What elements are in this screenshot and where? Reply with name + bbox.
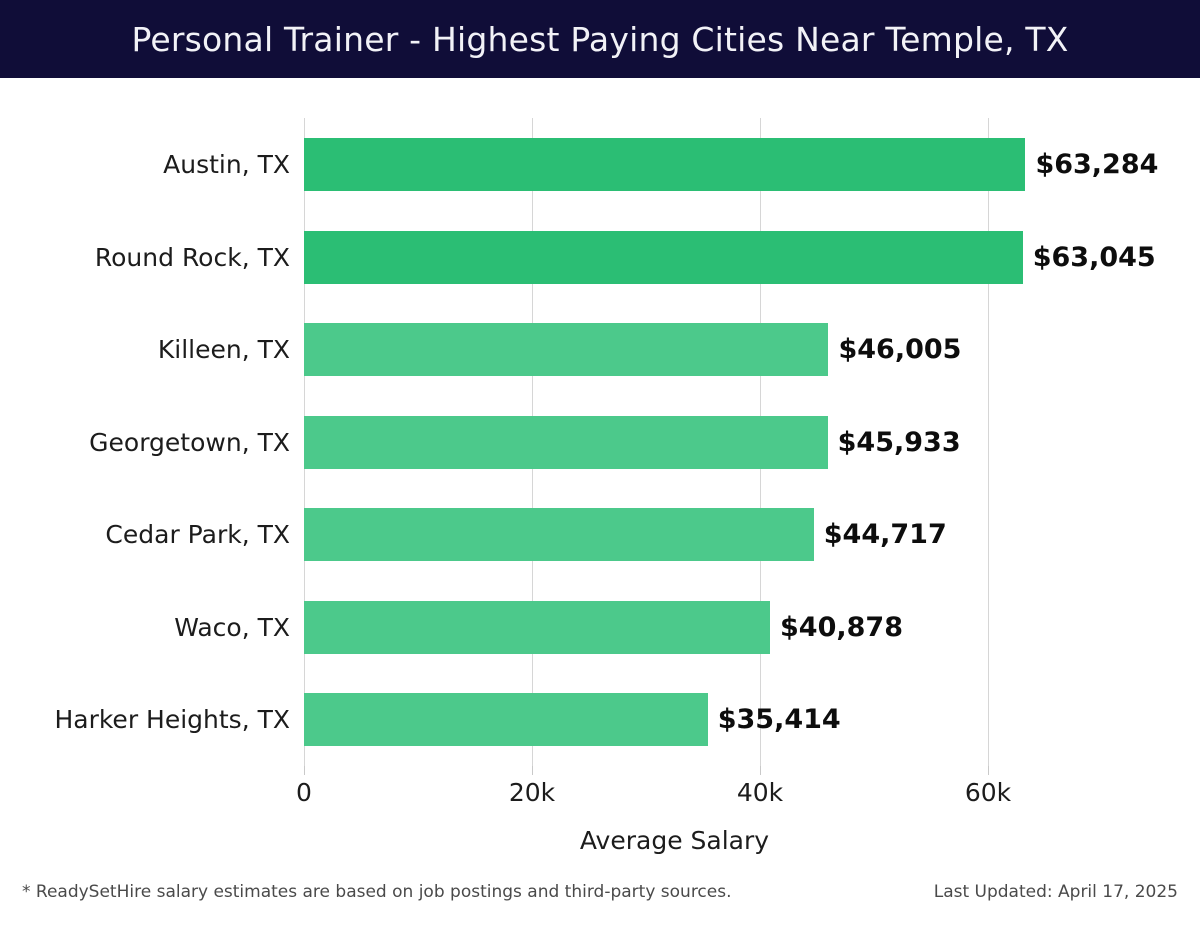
bar-value-label: $63,045 <box>1032 241 1156 273</box>
category-label: Harker Heights, TX <box>54 705 290 735</box>
footer-disclaimer: * ReadySetHire salary estimates are base… <box>22 882 732 902</box>
bar[interactable] <box>304 600 770 654</box>
category-label: Austin, TX <box>163 150 290 179</box>
bar-row: Georgetown, TX $45,933 <box>89 396 1045 489</box>
bar[interactable] <box>304 508 814 562</box>
chart-footer: * ReadySetHire salary estimates are base… <box>0 868 1200 940</box>
bar-value-label: $46,005 <box>838 334 962 366</box>
bar[interactable] <box>304 323 829 377</box>
footer-last-updated: Last Updated: April 17, 2025 <box>933 882 1178 902</box>
bar-value-label: $40,878 <box>780 611 903 643</box>
x-tick-mark <box>760 766 761 775</box>
x-tick-label: 0 <box>296 778 312 807</box>
bar-value-label: $45,933 <box>837 426 961 458</box>
bar-row: Round Rock, TX $63,045 <box>95 211 1156 304</box>
category-label: Round Rock, TX <box>94 242 290 272</box>
x-tick-label: 20k <box>508 778 556 807</box>
x-tick-label: 60k <box>964 778 1012 807</box>
bar[interactable] <box>304 693 708 747</box>
plot-area: Austin, TX $63,284 Round Rock, TX $63,045 Ki… <box>54 118 1158 766</box>
category-label: Waco, TX <box>174 612 290 642</box>
x-tick-label: 40k <box>736 778 784 807</box>
bar-row: Killeen, TX $46,005 <box>158 303 1045 396</box>
x-tick-mark <box>988 766 989 775</box>
bar-value-label: $35,414 <box>717 704 841 736</box>
category-label: Georgetown, TX <box>89 427 290 457</box>
page-title: Personal Trainer - Highest Paying Cities… <box>131 19 1069 59</box>
bar-row: Harker Heights, TX $35,414 <box>54 673 1045 766</box>
bar-value-label: $63,284 <box>1035 149 1159 180</box>
bar[interactable] <box>304 415 828 469</box>
gridline <box>988 118 989 766</box>
bar[interactable] <box>304 230 1023 284</box>
category-label: Cedar Park, TX <box>105 520 290 550</box>
bar-value-label: $44,717 <box>823 519 947 551</box>
chart-header-banner: Personal Trainer - Highest Paying Cities… <box>0 0 1200 78</box>
category-label: Killeen, TX <box>157 335 290 365</box>
bar[interactable] <box>304 138 1026 191</box>
x-tick-mark <box>532 766 533 775</box>
bar-chart: Austin, TX $63,284 Round Rock, TX $63,045 Ki… <box>0 78 1200 868</box>
x-tick-mark <box>304 766 305 775</box>
bar-row: Waco, TX $40,878 <box>174 581 1045 674</box>
bar-row: Austin, TX $63,284 <box>163 118 1158 211</box>
x-axis-title: Average Salary <box>579 826 770 855</box>
bar-row: Cedar Park, TX $44,717 <box>105 488 1045 581</box>
